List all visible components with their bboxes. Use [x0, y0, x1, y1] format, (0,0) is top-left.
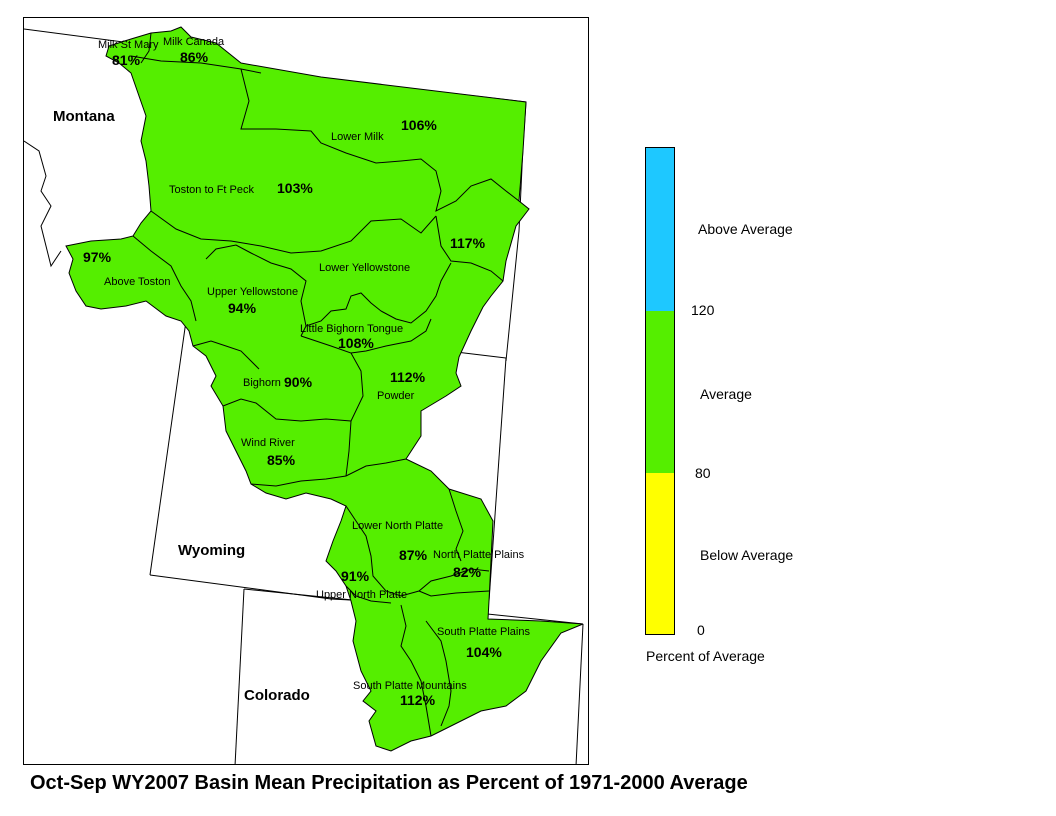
divide-above-toston: [132, 235, 197, 322]
basin-name-upper-yellowstone: Upper Yellowstone: [207, 286, 298, 298]
basin-name-north-platte-plains: North Platte Plains: [433, 549, 525, 561]
divide-south-platte-plains: [425, 620, 452, 727]
divide-wind-south: [250, 458, 407, 487]
legend-tick-120: 120: [691, 302, 715, 318]
basin-polygons: [65, 26, 584, 752]
basin-name-wind-river: Wind River: [241, 437, 295, 449]
basin-name-upper-north-platte: Upper North Platte: [316, 589, 407, 601]
divide-upper-yellowstone-west: [192, 340, 260, 370]
basin-name-south-platte-plains: South Platte Plains: [437, 626, 530, 638]
basin-pct-wind-river: 85%: [267, 452, 296, 468]
legend-label-below: Below Average: [700, 547, 794, 563]
basin-pct-above-toston: 97%: [83, 249, 112, 265]
basin-pct-toston-ftpeck: 103%: [277, 180, 313, 196]
legend-band-below: [646, 473, 674, 634]
state-label-montana: Montana: [53, 108, 115, 125]
montana-west-edge: [24, 140, 62, 268]
divide-south-platte: [400, 604, 432, 737]
divide-lower-yellowstone: [435, 215, 504, 282]
legend-title: Percent of Average: [646, 648, 765, 664]
divide-milk-stmary: [140, 32, 152, 64]
colorado-west-border: [234, 588, 245, 764]
basin-pct-lower-north-platte: 87%: [399, 547, 428, 563]
basin-pct-south-platte-mountains: 112%: [400, 692, 436, 708]
basin-pct-north-platte-plains: 82%: [453, 564, 482, 580]
legend-label-average: Average: [700, 386, 752, 402]
divide-bighorn-east: [300, 335, 364, 477]
basin-labels: Milk St Mary 81% Milk Canada 86% Lower M…: [83, 36, 530, 708]
state-label-colorado: Colorado: [244, 687, 310, 704]
basin-name-lower-milk: Lower Milk: [331, 131, 384, 143]
basin-pct-little-bighorn: 108%: [338, 335, 374, 351]
legend-tick-80: 80: [695, 465, 711, 481]
divide-lower-milk: [240, 68, 520, 212]
basin-pct-milk-canada: 86%: [180, 49, 209, 65]
basin-name-above-toston: Above Toston: [104, 276, 170, 288]
divide-upper-yellowstone: [205, 244, 307, 337]
divide-bighorn-wind: [222, 398, 352, 422]
basin-pct-milk-st-mary: 81%: [112, 52, 141, 68]
divide-milk-top: [130, 55, 262, 74]
legend-color-bar: [645, 147, 675, 635]
colorado-east-border: [575, 623, 584, 764]
basin-pct-upper-north-platte: 91%: [341, 568, 370, 584]
basin-pct-south-platte-plains: 104%: [466, 644, 502, 660]
basin-pct-upper-yellowstone: 94%: [228, 300, 257, 316]
divide-upper-north-platte: [345, 585, 392, 604]
basin-pct-lower-milk: 106%: [401, 117, 437, 133]
basin-name-little-bighorn: Little Bighorn Tongue: [300, 323, 403, 335]
state-label-wyoming: Wyoming: [178, 542, 245, 559]
wyoming-east-border: [488, 357, 507, 602]
divide-north-platte: [345, 505, 490, 597]
basin-name-south-platte-mountains: South Platte Mountains: [353, 680, 467, 692]
wyoming-west-border: [149, 320, 187, 576]
basin-pct-117: 117%: [450, 235, 486, 251]
basin-divides: [130, 32, 520, 737]
legend-tick-0: 0: [697, 622, 705, 638]
divide-little-bighorn: [305, 262, 452, 327]
legend-label-above: Above Average: [698, 221, 793, 237]
map-title: Oct-Sep WY2007 Basin Mean Precipitation …: [30, 772, 748, 794]
legend-band-above: [646, 148, 674, 311]
divide-lower-north-platte: [448, 488, 464, 562]
legend-band-average: [646, 311, 674, 473]
basin-name-lower-yellowstone: Lower Yellowstone: [319, 262, 410, 274]
basin-map: Montana Wyoming Colorado Milk St Mary 81…: [24, 26, 584, 764]
basin-pct-bighorn: 90%: [284, 374, 313, 390]
divide-powder: [350, 318, 432, 354]
basin-name-milk-st-mary: Milk St Mary: [98, 39, 159, 51]
basin-name-toston-ftpeck: Toston to Ft Peck: [169, 184, 254, 196]
map-frame: Montana Wyoming Colorado Milk St Mary 81…: [23, 17, 589, 765]
basins-region: [65, 26, 584, 752]
basin-name-lower-north-platte: Lower North Platte: [352, 520, 443, 532]
divide-plains: [418, 590, 490, 597]
basin-name-powder: Powder: [377, 390, 415, 402]
basin-name-milk-canada: Milk Canada: [163, 36, 225, 48]
divide-toston-ftpeck: [150, 210, 437, 254]
basin-pct-powder: 112%: [390, 369, 426, 385]
basin-name-bighorn: Bighorn: [243, 377, 281, 389]
